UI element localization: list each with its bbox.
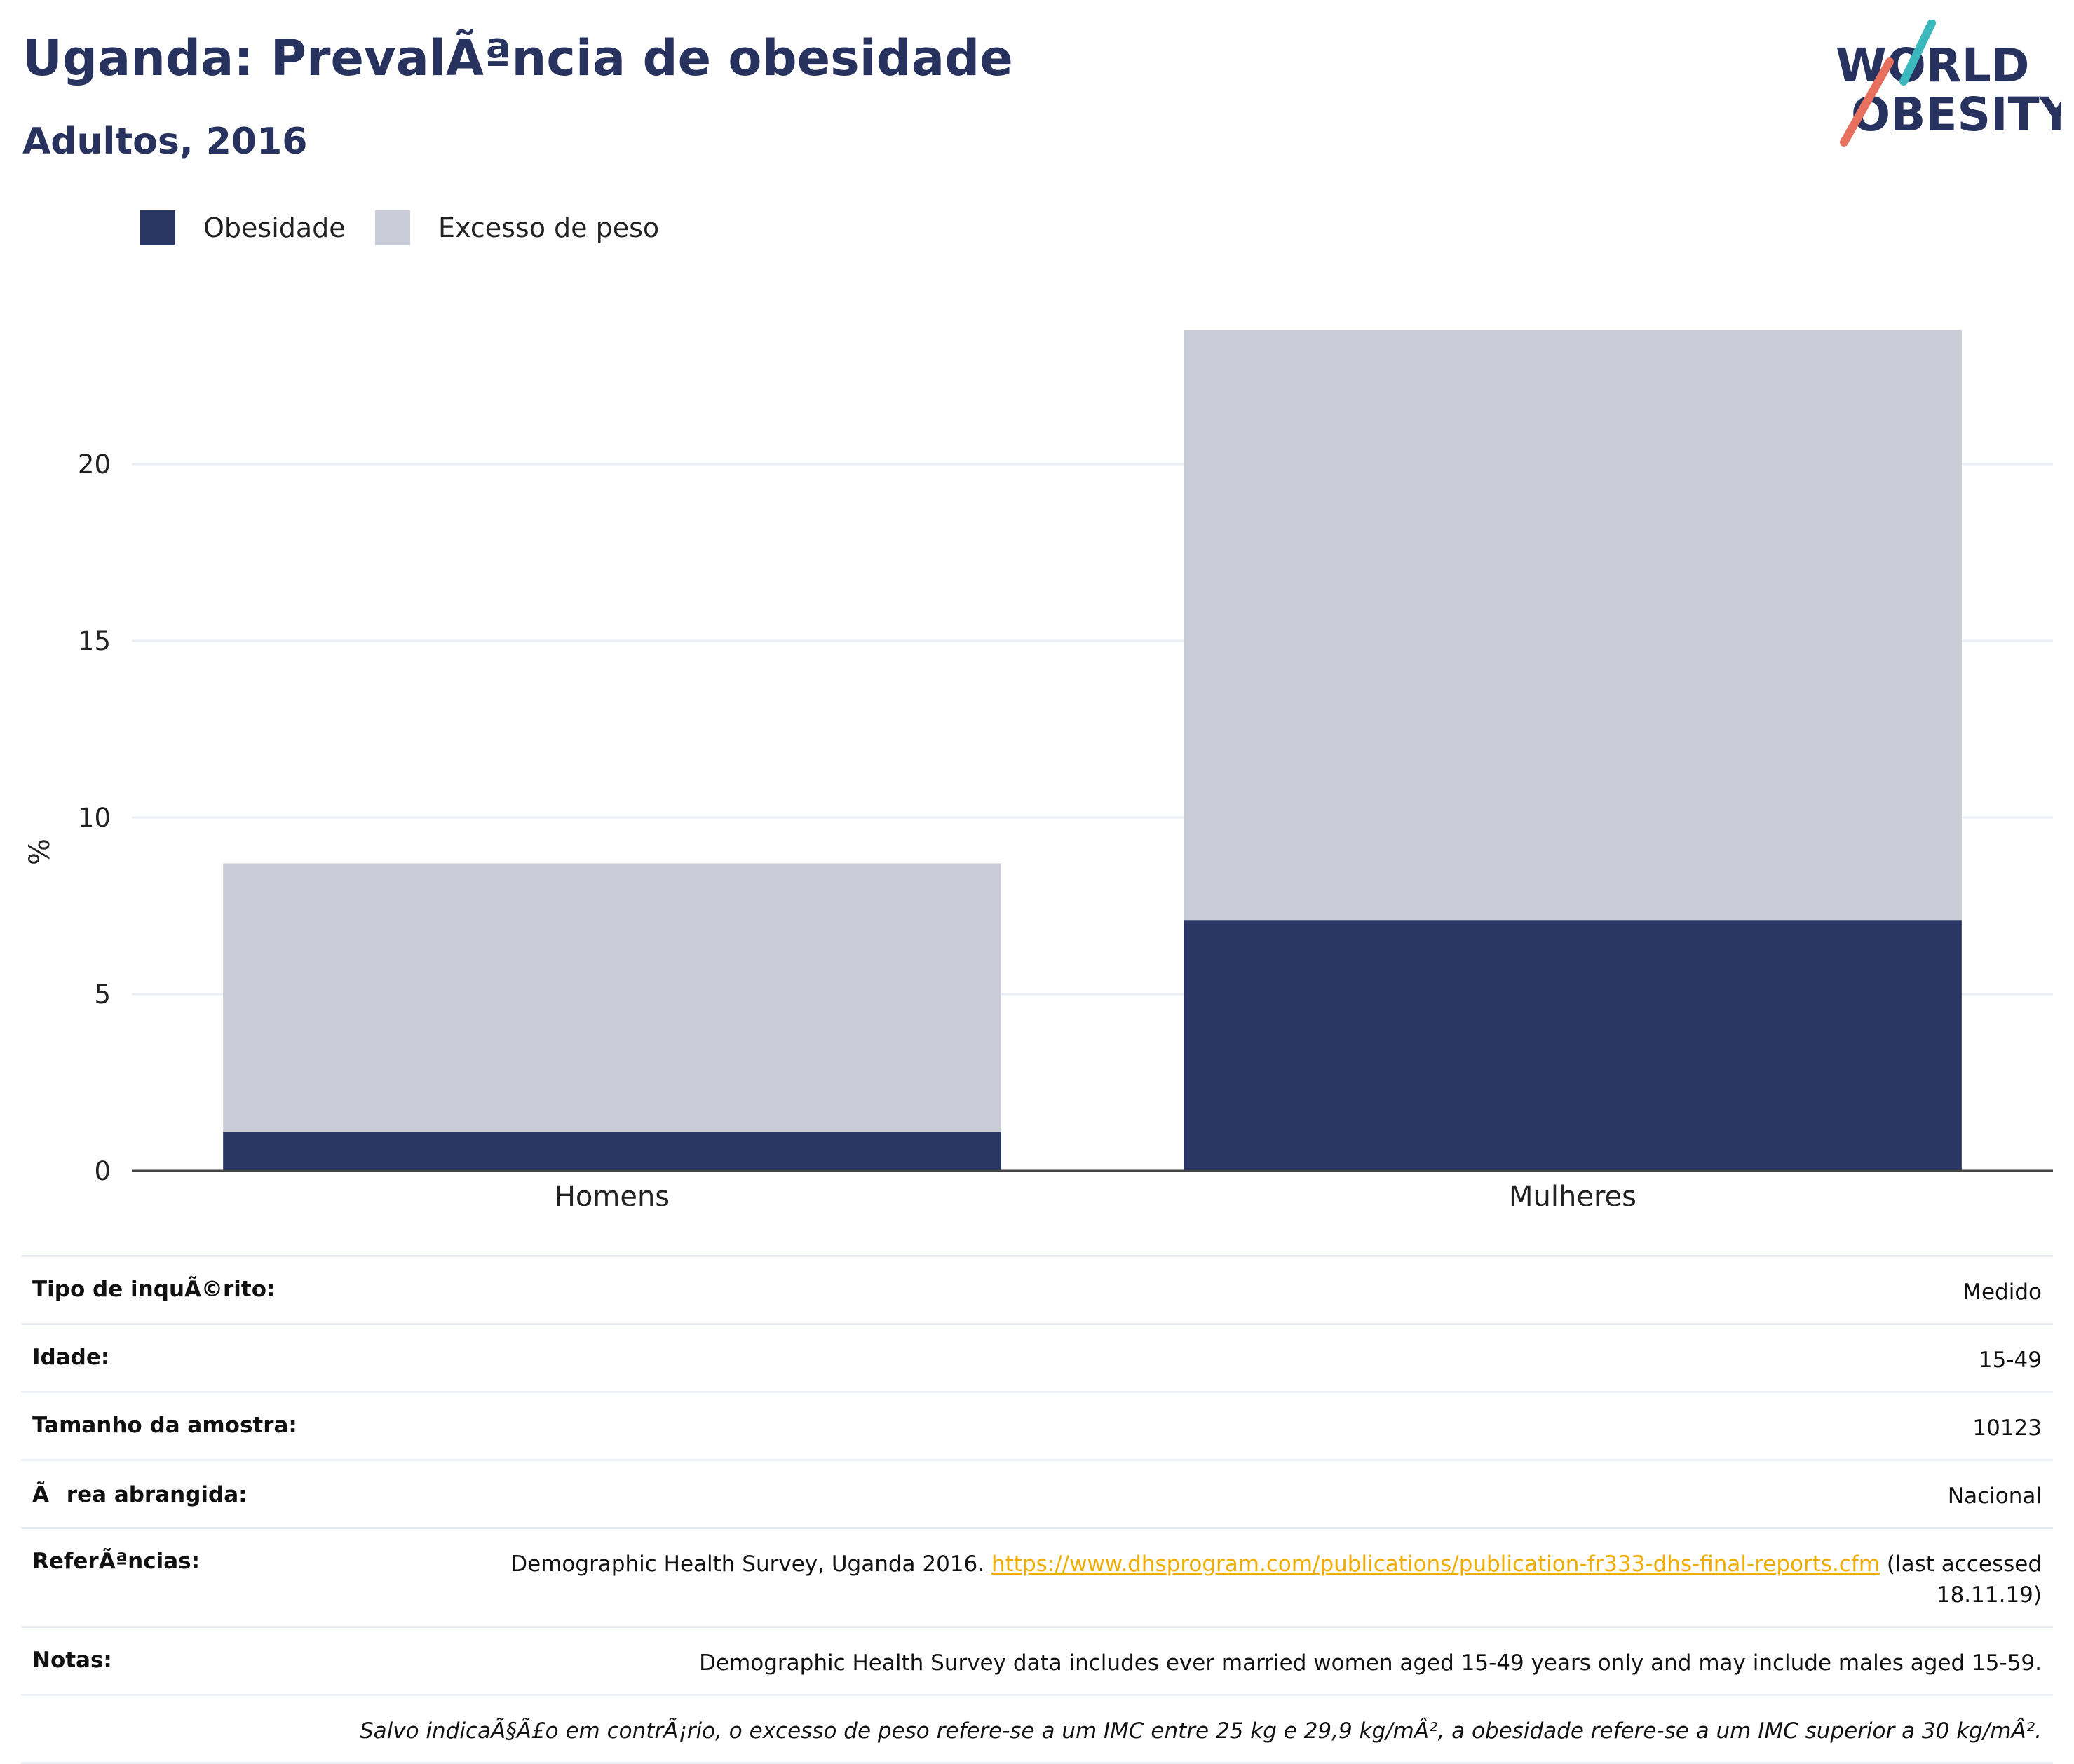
y-tick-label-15: 15 xyxy=(78,626,111,656)
logo-text-world: WORLD xyxy=(1836,39,2030,93)
x-tick-label-mulheres: Mulheres xyxy=(1509,1181,1636,1206)
y-tick-label-0: 0 xyxy=(94,1156,111,1186)
legend-item-overweight[interactable]: Excesso de peso xyxy=(375,207,659,249)
info-value-survey-type: Medido xyxy=(1963,1280,2042,1305)
y-tick-label-20: 20 xyxy=(78,449,111,480)
info-row-area: Ãrea abrangida: Nacional xyxy=(21,1459,2053,1527)
legend-label-overweight: Excesso de peso xyxy=(438,212,660,243)
reference-accessed: (last accessed 18.11.19) xyxy=(1886,1552,2042,1608)
info-row-age: Idade: 15-49 xyxy=(21,1323,2053,1391)
info-label-area: Ãrea abrangida: xyxy=(32,1482,248,1507)
reference-text: Demographic Health Survey, Uganda 2016. xyxy=(510,1552,985,1577)
info-label-survey-type: Tipo de inquÃ©rito: xyxy=(32,1277,276,1302)
info-table: Tipo de inquÃ©rito: Medido Idade: 15-49 … xyxy=(21,1255,2053,1764)
info-row-references: ReferÃªncias: Demographic Health Survey,… xyxy=(21,1527,2053,1626)
y-tick-label-5: 5 xyxy=(94,979,111,1010)
info-label-references: ReferÃªncias: xyxy=(32,1549,201,1574)
y-tick-label-10: 10 xyxy=(78,803,111,833)
x-tick-label-homens: Homens xyxy=(555,1181,670,1206)
bar-mulheres-obesity xyxy=(1184,920,1962,1171)
info-value-age: 15-49 xyxy=(1978,1348,2042,1373)
info-row-footnote: Salvo indicaÃ§Ã£o em contrÃ¡rio, o exces… xyxy=(21,1694,2053,1764)
bar-homens-overweight xyxy=(223,863,1001,1132)
y-axis-label: % xyxy=(24,839,56,865)
page-title: Uganda: PrevalÃªncia de obesidade xyxy=(22,29,1013,87)
info-row-survey-type: Tipo de inquÃ©rito: Medido xyxy=(21,1255,2053,1323)
legend-item-obesity[interactable]: Obesidade xyxy=(140,207,346,249)
info-value-references: Demographic Health Survey, Uganda 2016. … xyxy=(499,1549,2042,1610)
world-obesity-logo: WORLD OBESITY xyxy=(1836,20,2061,147)
legend-swatch-overweight xyxy=(375,210,410,245)
info-label-age: Idade: xyxy=(32,1345,110,1370)
legend-label-obesity: Obesidade xyxy=(203,212,346,243)
info-value-sample-size: 10123 xyxy=(1972,1416,2042,1441)
info-row-sample-size: Tamanho da amostra: 10123 xyxy=(21,1391,2053,1459)
footnote: Salvo indicaÃ§Ã£o em contrÃ¡rio, o exces… xyxy=(359,1718,2042,1744)
logo-slash-coral xyxy=(1840,57,1894,147)
info-row-notes: Notas: Demographic Health Survey data in… xyxy=(21,1626,2053,1694)
page-subtitle: Adultos, 2016 xyxy=(22,121,308,163)
info-value-area: Nacional xyxy=(1947,1484,2042,1509)
logo-text-obesity: OBESITY xyxy=(1851,88,2061,142)
reference-link[interactable]: https://www.dhsprogram.com/publications/… xyxy=(991,1552,1880,1577)
info-value-notes: Demographic Health Survey data includes … xyxy=(699,1650,2042,1676)
bar-homens-obesity xyxy=(223,1132,1001,1171)
bar-chart: 0 5 10 15 20% Homens Mulheres xyxy=(24,330,2053,1206)
legend-swatch-obesity xyxy=(140,210,175,245)
bar-mulheres-overweight xyxy=(1184,330,1962,921)
info-label-notes: Notas: xyxy=(32,1648,112,1673)
info-label-sample-size: Tamanho da amostra: xyxy=(32,1413,297,1438)
logo-slash-teal xyxy=(1899,20,1936,86)
